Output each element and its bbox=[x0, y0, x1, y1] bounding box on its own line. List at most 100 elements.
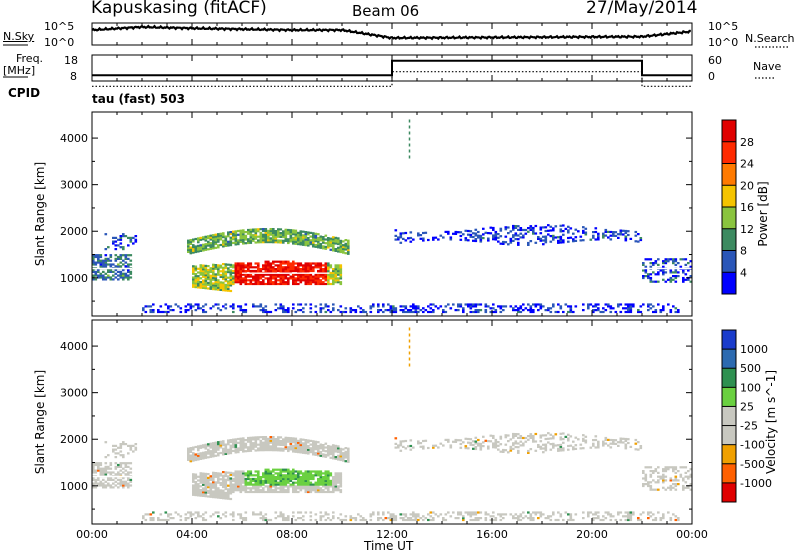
velocity-cell bbox=[249, 442, 253, 445]
velocity-cell bbox=[322, 483, 325, 486]
velocity-cell bbox=[674, 475, 678, 478]
power-cell bbox=[92, 270, 95, 273]
velocity-cell bbox=[684, 481, 688, 484]
velocity-cell bbox=[459, 513, 463, 516]
velocity-cell bbox=[629, 515, 633, 518]
power-cell bbox=[209, 282, 213, 285]
velocity-cell bbox=[284, 483, 288, 486]
power-cell bbox=[662, 269, 665, 272]
power-cell bbox=[342, 247, 345, 250]
power-cell bbox=[334, 279, 338, 282]
velocity-cell bbox=[229, 484, 233, 488]
velocity-cell bbox=[237, 489, 240, 492]
power-cell bbox=[319, 242, 323, 246]
power-cell bbox=[332, 303, 335, 306]
power-cell bbox=[584, 233, 588, 236]
power-cell bbox=[284, 268, 288, 271]
velocity-cell bbox=[597, 442, 600, 445]
power-cell bbox=[317, 242, 320, 245]
power-cell bbox=[669, 278, 673, 281]
velocity-cell bbox=[114, 456, 118, 459]
velocity-cell bbox=[212, 445, 215, 449]
velocity-cell bbox=[217, 494, 220, 497]
velocity-cell bbox=[482, 441, 485, 444]
velocity-cell bbox=[232, 515, 235, 518]
velocity-cell bbox=[214, 485, 218, 488]
power-cell bbox=[619, 303, 623, 306]
power-cell bbox=[244, 309, 248, 312]
power-cell bbox=[192, 267, 195, 270]
velocity-cell bbox=[317, 489, 320, 492]
velocity-cell bbox=[194, 492, 198, 495]
velocity-cell bbox=[647, 484, 650, 488]
power-cell bbox=[262, 275, 265, 278]
velocity-cell bbox=[199, 454, 203, 457]
power-cell bbox=[602, 310, 605, 314]
velocity-cell bbox=[302, 447, 305, 451]
power-cell bbox=[609, 305, 613, 308]
velocity-cell bbox=[302, 518, 305, 522]
power-cell bbox=[249, 241, 253, 244]
velocity-cell bbox=[204, 456, 208, 459]
velocity-cell bbox=[272, 449, 275, 452]
velocity-cell bbox=[197, 490, 200, 493]
velocity-cell bbox=[552, 435, 555, 438]
velocity-cell bbox=[672, 483, 675, 486]
power-cell bbox=[194, 245, 198, 248]
power-cell bbox=[202, 285, 205, 288]
power-cell bbox=[304, 277, 308, 280]
velocity-cell bbox=[127, 486, 130, 489]
velocity-cell bbox=[237, 447, 240, 450]
velocity-cell bbox=[649, 473, 653, 476]
power-cell bbox=[669, 269, 673, 272]
velocity-cell bbox=[474, 446, 478, 449]
power-cell bbox=[557, 241, 560, 244]
power-cell bbox=[239, 279, 243, 282]
power-cell bbox=[304, 282, 308, 286]
power-cell bbox=[317, 236, 320, 240]
velocity-cell bbox=[262, 437, 265, 441]
power-cell bbox=[119, 255, 123, 259]
velocity-cell bbox=[242, 442, 245, 446]
power-cell bbox=[264, 273, 268, 276]
power-cell bbox=[547, 229, 550, 232]
power-cell bbox=[307, 231, 310, 234]
power-cell bbox=[292, 240, 295, 243]
power-cell bbox=[487, 232, 490, 235]
power-cell bbox=[492, 234, 495, 237]
power-cell bbox=[562, 230, 565, 233]
power-cell bbox=[239, 273, 243, 276]
power-cell bbox=[332, 247, 335, 250]
velocity-cell bbox=[282, 468, 285, 471]
power-cell bbox=[189, 307, 193, 310]
velocity-cell bbox=[217, 477, 220, 481]
power-cell bbox=[399, 309, 403, 312]
power-cell bbox=[322, 239, 325, 242]
velocity-cell bbox=[247, 470, 250, 473]
power-cell bbox=[229, 240, 233, 243]
velocity-cell bbox=[594, 438, 598, 442]
power-cell bbox=[292, 236, 295, 239]
velocity-cell bbox=[299, 451, 303, 454]
velocity-cell bbox=[574, 447, 578, 450]
velocity-cell bbox=[647, 511, 650, 514]
power-cell bbox=[279, 303, 283, 306]
velocity-cell bbox=[114, 462, 118, 465]
power-cell bbox=[249, 236, 253, 239]
power-cell bbox=[199, 277, 203, 280]
velocity-cell bbox=[229, 497, 233, 501]
power-cell bbox=[219, 275, 223, 278]
power-colorbar-tick-label: 20 bbox=[740, 179, 754, 192]
power-cell bbox=[229, 265, 233, 268]
velocity-cell bbox=[197, 454, 200, 457]
power-cell bbox=[329, 264, 333, 267]
velocity-cell bbox=[307, 483, 310, 486]
power-cell bbox=[244, 310, 248, 314]
power-cell bbox=[237, 264, 240, 267]
power-cell bbox=[517, 225, 520, 228]
velocity-cell bbox=[522, 442, 525, 445]
power-cell bbox=[227, 276, 230, 279]
power-cell bbox=[304, 275, 308, 278]
velocity-cell bbox=[652, 479, 655, 482]
power-cell bbox=[279, 268, 283, 271]
